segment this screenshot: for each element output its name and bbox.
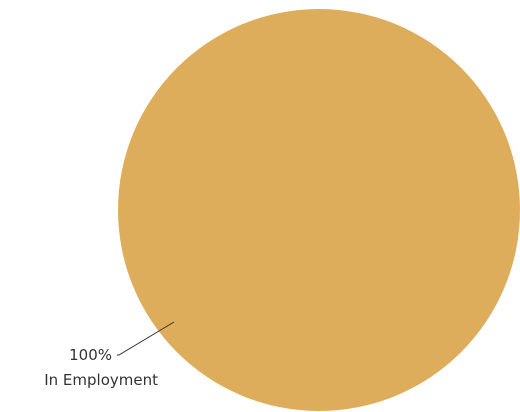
pie-slice-0 [118,9,520,411]
pie-labels: 100% In Employment [44,321,175,389]
slice-percent-label-0: 100% [69,346,112,364]
slice-category-label-0: In Employment [44,371,158,389]
leader-line-0 [117,321,175,356]
pie-slices [118,9,520,411]
